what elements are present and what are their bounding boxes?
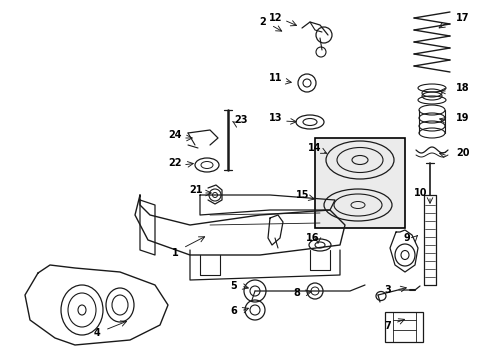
Text: 15: 15 [295, 190, 308, 200]
Text: 24: 24 [168, 130, 182, 140]
Text: 1: 1 [171, 248, 178, 258]
Text: 10: 10 [413, 188, 427, 198]
Bar [384, 312, 422, 342]
Text: 17: 17 [455, 13, 468, 23]
Text: 11: 11 [269, 73, 282, 83]
Text: 18: 18 [455, 83, 468, 93]
Text: 12: 12 [269, 13, 282, 23]
Text: 4: 4 [93, 328, 100, 338]
Text: 5: 5 [230, 281, 237, 291]
Text: 14: 14 [307, 143, 320, 153]
Text: 21: 21 [189, 185, 203, 195]
Text: 19: 19 [455, 113, 468, 123]
Text: 23: 23 [234, 115, 247, 125]
Text: 2: 2 [259, 17, 266, 27]
Text: 20: 20 [455, 148, 468, 158]
Text: 13: 13 [269, 113, 282, 123]
Text: 3: 3 [384, 285, 390, 295]
Text: 22: 22 [168, 158, 182, 168]
Text: 8: 8 [293, 288, 300, 298]
Text: 16: 16 [305, 233, 319, 243]
Bar [314, 138, 404, 228]
Text: 6: 6 [230, 306, 237, 316]
Text: 9: 9 [403, 233, 409, 243]
Text: 7: 7 [384, 321, 390, 331]
